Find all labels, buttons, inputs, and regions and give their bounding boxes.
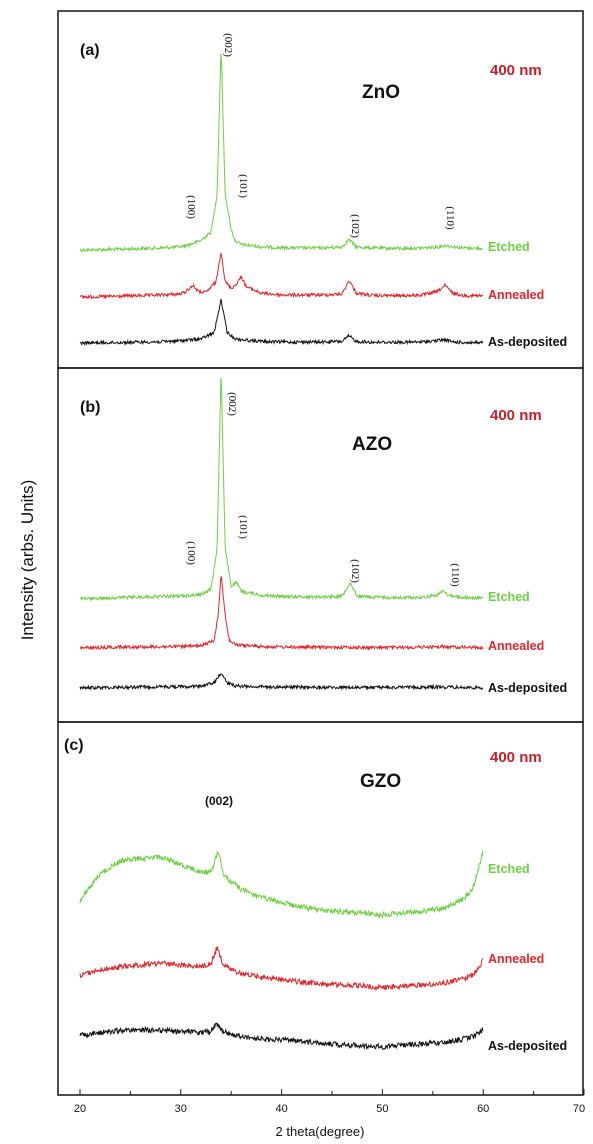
series-label-azo-annealed: Annealed xyxy=(488,639,544,653)
x-axis-label: 2 theta(degree) xyxy=(276,1124,365,1139)
panel-a-material: ZnO xyxy=(362,82,400,103)
panel-c-frame xyxy=(57,721,584,1096)
series-line-zno-as-deposited xyxy=(79,298,484,347)
panel-b-letter: (b) xyxy=(80,399,100,416)
panel-a-letter: (a) xyxy=(80,42,100,59)
x-tick-label: 70 xyxy=(573,1103,585,1115)
series-label-azo-etched: Etched xyxy=(488,590,530,604)
series-line-azo-etched xyxy=(79,377,483,602)
x-tick-label: 40 xyxy=(275,1103,287,1115)
peak-label: (110) xyxy=(444,206,456,230)
series-label-gzo-annealed: Annealed xyxy=(488,952,544,966)
x-axis: 20 30 40 50 60 70 xyxy=(74,1089,585,1115)
series-label-zno-etched: Etched xyxy=(488,240,530,254)
panel-b-thickness: 400 nm xyxy=(490,407,542,424)
series-line-zno-etched xyxy=(79,53,483,253)
peak-label: (110) xyxy=(449,563,461,587)
series-line-gzo-etched xyxy=(79,850,484,920)
series-line-gzo-annealed xyxy=(79,946,484,992)
panel-a-thickness: 400 nm xyxy=(490,62,542,79)
peak-label: (002) xyxy=(205,794,233,808)
peak-label: (002) xyxy=(226,392,238,416)
labels-layer: Etched Annealed As-deposited (100) (002) (101… xyxy=(185,33,567,1053)
series-label-zno-annealed: Annealed xyxy=(488,288,544,302)
y-axis-label: Intensity (arbs. Units) xyxy=(18,480,37,641)
x-tick-label: 50 xyxy=(376,1103,388,1115)
series-label-zno-as-deposited: As-deposited xyxy=(488,335,567,349)
peak-label: (101) xyxy=(237,174,249,198)
peak-label: (002) xyxy=(222,33,234,57)
panel-c-thickness: 400 nm xyxy=(490,749,542,766)
x-tick-label: 30 xyxy=(175,1103,187,1115)
series-label-gzo-as-deposited: As-deposited xyxy=(488,1039,567,1053)
series-label-gzo-etched: Etched xyxy=(488,862,530,876)
series-label-azo-as-deposited: As-deposited xyxy=(488,681,567,695)
series-line-zno-annealed xyxy=(79,251,484,300)
series-line-azo-annealed xyxy=(79,576,484,651)
curves-layer xyxy=(79,53,484,1051)
peak-label: (100) xyxy=(185,541,197,565)
panel-c-letter: (c) xyxy=(64,737,84,754)
peak-label: (101) xyxy=(237,515,249,539)
panel-c-material: GZO xyxy=(360,771,401,792)
x-tick-label: 20 xyxy=(74,1103,86,1115)
peak-label: (102) xyxy=(349,214,361,238)
peak-label: (100) xyxy=(185,195,197,219)
x-tick-label: 60 xyxy=(477,1103,489,1115)
series-line-azo-as-deposited xyxy=(79,673,484,692)
panel-b-material: AZO xyxy=(352,434,392,455)
peak-label: (102) xyxy=(349,559,361,583)
series-line-gzo-as-deposited xyxy=(79,1022,484,1051)
